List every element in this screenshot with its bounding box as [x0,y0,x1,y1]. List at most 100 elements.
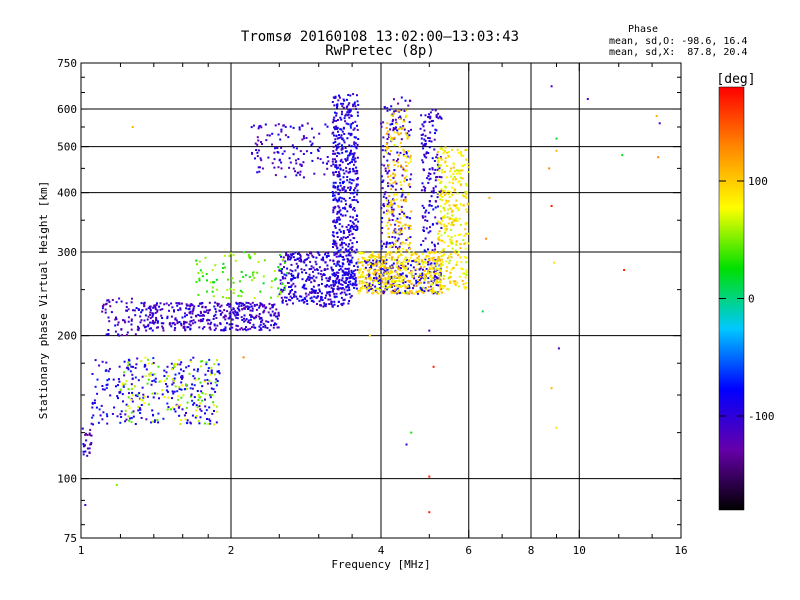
data-point [104,308,107,311]
data-point [394,240,397,243]
data-point [377,253,380,256]
data-point [384,149,387,152]
data-point [160,322,163,325]
data-point [261,167,264,170]
data-point [347,302,350,305]
data-point [333,272,336,275]
data-point [302,176,305,179]
data-point [301,124,304,127]
data-point [383,164,386,167]
data-point [244,328,246,331]
data-point [287,258,289,261]
data-point [338,134,340,136]
data-point [105,303,107,306]
data-point [391,264,394,267]
data-point [108,320,111,323]
data-point [348,197,351,200]
data-point [356,111,359,114]
data-point [427,175,430,177]
data-point [198,326,201,329]
data-point [285,300,288,303]
data-point [446,165,449,167]
data-point [343,271,346,274]
data-point [307,254,310,257]
data-point [331,234,334,237]
data-point [355,166,358,169]
data-point [297,272,300,275]
data-point [127,364,129,367]
data-point [353,152,356,155]
data-point [424,274,427,276]
data-point [437,112,440,115]
data-point [429,131,432,134]
data-point [285,296,288,299]
data-point [272,326,275,329]
data-point [332,186,335,189]
data-point [321,257,324,260]
data-point [657,156,660,159]
data-point [140,302,143,305]
data-point [335,119,338,122]
data-point [455,178,457,181]
data-point [260,126,263,129]
data-point [170,325,173,328]
data-point [205,363,208,366]
data-point [353,278,356,280]
data-point [217,370,220,373]
data-point [437,157,440,160]
data-point [114,330,117,333]
data-point [359,290,362,292]
data-point [337,276,339,279]
data-point [348,231,350,234]
data-point [180,324,183,327]
data-point [280,255,283,258]
data-point [384,261,387,264]
data-point [347,123,350,126]
data-point [447,245,450,247]
data-point [324,261,327,264]
data-point [390,105,393,108]
data-point [382,211,385,214]
data-point [413,284,416,287]
data-point [400,184,403,187]
data-point [348,288,351,291]
data-point [137,309,140,311]
data-point [439,239,441,242]
data-point [459,172,462,175]
data-point [341,105,344,108]
data-point [215,317,218,319]
data-point [350,261,353,264]
data-point [391,266,394,269]
data-point [333,235,335,238]
data-point [407,279,410,282]
data-point [461,169,464,172]
data-point [236,317,239,320]
data-point [357,276,360,279]
data-point [232,312,235,315]
data-point [339,238,341,241]
data-point [430,120,433,123]
data-point [189,422,192,425]
data-point [353,209,356,212]
data-point [408,121,411,124]
data-point [438,169,441,172]
data-point [370,284,372,287]
data-point [431,241,433,244]
data-point [296,297,299,300]
data-point [311,291,314,294]
data-point [361,275,364,278]
data-point [438,273,441,276]
data-point [288,293,291,295]
data-point [324,123,327,126]
data-point [342,299,345,302]
data-point [457,207,460,210]
data-point [420,265,423,268]
data-point [89,428,92,431]
data-point [193,305,196,308]
data-point [403,292,406,295]
data-point [394,229,397,232]
data-point [384,280,387,283]
data-point [294,251,297,254]
data-point [341,138,344,141]
data-point [209,281,212,284]
